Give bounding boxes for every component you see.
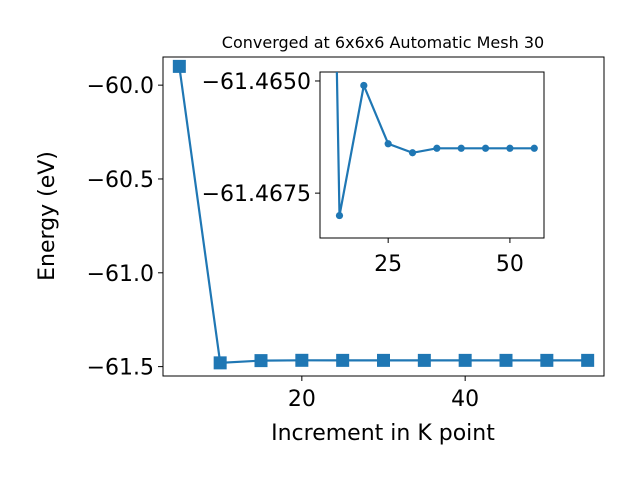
inset-y-tick-label: −61.4675 [202, 182, 311, 207]
main-y-ticks: −60.0 −60.5 −61.0 −61.5 [87, 74, 163, 381]
main-data-point [295, 353, 309, 367]
inset-data-point [506, 144, 514, 152]
inset-data-point [457, 144, 465, 152]
main-data-point [417, 353, 431, 367]
main-data-point [336, 353, 350, 367]
inset-chart: 25 50 −61.4675 −61.4650 [202, 70, 545, 277]
inset-x-ticks: 25 50 [374, 238, 524, 277]
inset-data-point [433, 144, 441, 152]
main-y-tick-label: −60.0 [87, 74, 154, 99]
main-data-point [377, 353, 390, 367]
inset-y-ticks: −61.4675 −61.4650 [202, 70, 320, 207]
main-series [172, 59, 595, 370]
main-data-point [254, 354, 268, 368]
main-data-point [172, 59, 186, 73]
main-x-tick-label: 20 [288, 387, 316, 412]
chart-title: Converged at 6x6x6 Automatic Mesh 30 [222, 33, 544, 52]
inset-plot-frame [319, 71, 545, 239]
y-axis-label: Energy (eV) [35, 151, 60, 281]
main-y-tick-label: −61.0 [87, 262, 154, 287]
inset-y-tick-label: −61.4650 [202, 70, 311, 95]
main-data-point [213, 356, 227, 370]
main-y-tick-label: −60.5 [87, 168, 154, 193]
inset-data-point [530, 144, 538, 152]
main-data-point [540, 353, 554, 367]
inset-data-point [335, 211, 344, 220]
inset-series-line [335, 72, 535, 216]
main-data-point [458, 353, 472, 367]
main-data-point [499, 353, 513, 367]
inset-data-point [384, 140, 392, 148]
main-y-tick-label: −61.5 [87, 356, 154, 381]
inset-x-tick-label: 50 [496, 252, 524, 277]
inset-x-tick-label: 25 [374, 252, 402, 277]
x-axis-label: Increment in K point [271, 421, 495, 446]
main-x-ticks: 20 40 [288, 376, 479, 412]
inset-data-point [481, 144, 490, 152]
main-data-point [581, 353, 595, 367]
main-x-tick-label: 40 [451, 387, 479, 412]
inset-series [335, 72, 538, 220]
inset-data-point [360, 81, 368, 90]
inset-data-point [408, 149, 417, 157]
